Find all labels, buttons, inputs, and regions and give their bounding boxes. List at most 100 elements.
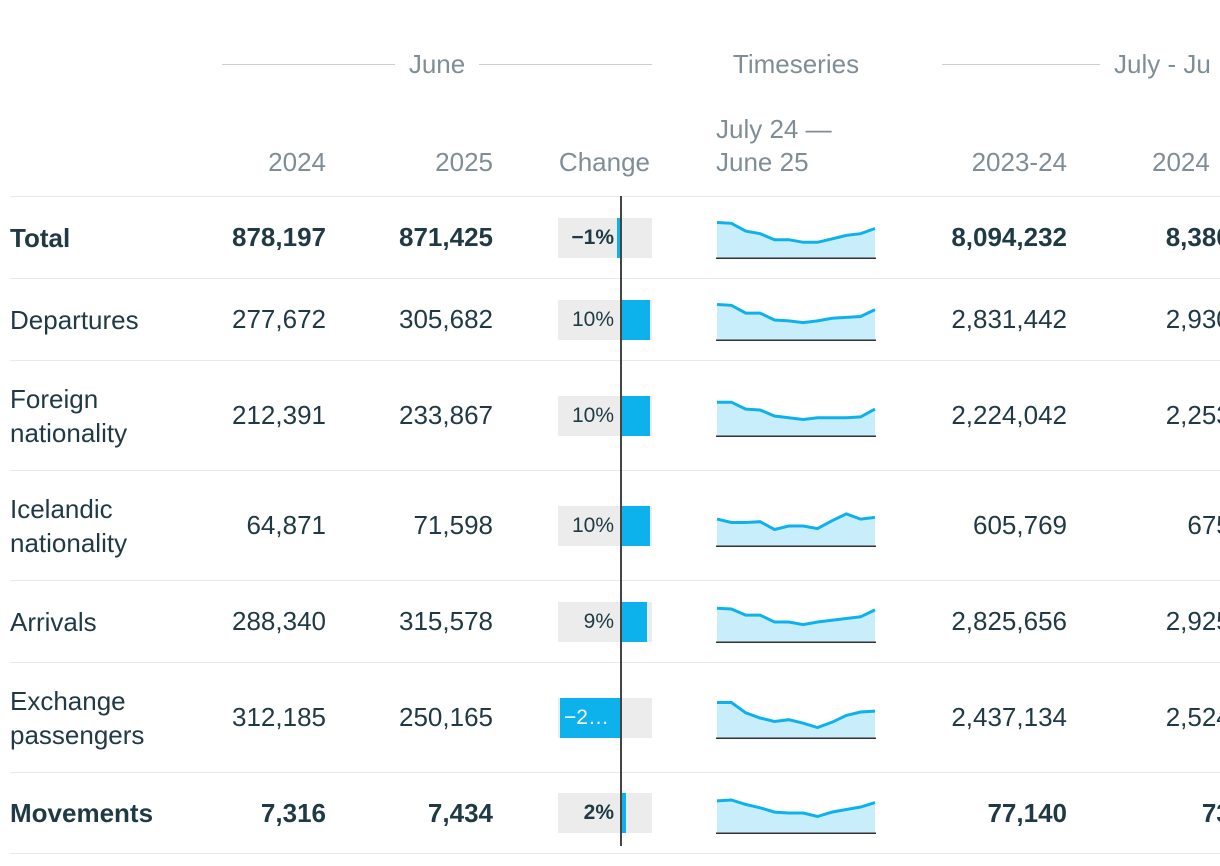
- row-label: Exchange passengers: [10, 685, 145, 750]
- column-header-2025[interactable]: 2025: [435, 147, 493, 177]
- change-bar: 10%: [558, 505, 652, 546]
- timeseries-sparkline: [716, 220, 876, 259]
- change-value: 9%: [583, 609, 614, 633]
- change-bar-fill: [620, 505, 650, 546]
- row-label: Arrivals: [10, 606, 97, 637]
- value-2023-24: 77,140: [987, 797, 1067, 828]
- table-row[interactable]: Movements 7,316 7,434 2% 77,140 73,: [10, 772, 1220, 854]
- table-row[interactable]: Icelandic nationality 64,871 71,598 10% 605,…: [10, 470, 1220, 580]
- timeseries-sparkline: [716, 798, 876, 834]
- column-header-2024[interactable]: 2024: [268, 147, 326, 177]
- timeseries-sparkline: [716, 606, 876, 643]
- group-line: [942, 63, 1100, 65]
- table-row[interactable]: Exchange passengers 312,185 250,165 −2… 2,43…: [10, 662, 1220, 772]
- sparkline-line: [717, 400, 876, 421]
- change-value: 10%: [571, 307, 614, 331]
- timeseries-header-line2: June 25: [716, 147, 809, 177]
- change-bar-fill: [620, 395, 650, 436]
- value-2023-24: 2,437,134: [951, 702, 1067, 732]
- column-header-2024-25[interactable]: 2024: [1152, 147, 1210, 177]
- value-2023-24: 8,094,232: [951, 222, 1067, 252]
- value-2024: 878,197: [232, 222, 326, 252]
- group-label-june: June: [408, 48, 466, 79]
- group-line: [479, 63, 653, 65]
- change-bar: −1%: [558, 217, 652, 258]
- value-2025: 305,682: [399, 304, 493, 334]
- value-2025: 71,598: [413, 510, 493, 540]
- group-line: [222, 63, 395, 65]
- value-2023-24: 2,224,042: [951, 400, 1067, 430]
- change-bar: −2…: [558, 697, 652, 738]
- value-2025: 250,165: [399, 702, 493, 732]
- sparkline-line: [716, 606, 876, 626]
- change-value: 2%: [583, 801, 614, 824]
- change-bar-fill: [560, 697, 620, 738]
- value-2024-25: 2,524,: [1165, 702, 1220, 732]
- timeseries-sparkline: [716, 302, 876, 341]
- value-2023-24: 2,831,442: [951, 304, 1067, 334]
- group-header-period: July - Ju: [942, 44, 1220, 84]
- sparkline-area: [717, 800, 875, 833]
- table-row[interactable]: Total 878,197 871,425 −1% 8,094,232 8,380,: [10, 196, 1220, 278]
- value-2025: 871,425: [399, 222, 493, 252]
- change-bar-fill: [620, 793, 626, 833]
- row-label: Movements: [10, 798, 154, 828]
- change-bar-fill: [620, 601, 647, 642]
- sparkline-line: [717, 700, 876, 729]
- value-2024-25: 675,: [1187, 510, 1220, 540]
- value-2024-25: 8,380,: [1165, 222, 1220, 252]
- change-bar: 10%: [558, 395, 652, 436]
- change-value: −2…: [564, 705, 609, 729]
- data-table: Total 878,197 871,425 −1% 8,094,232 8,380, Dep…: [10, 196, 1220, 854]
- change-bar: 9%: [558, 601, 652, 642]
- group-label-timeseries: Timeseries: [732, 48, 860, 79]
- table-row[interactable]: Arrivals 288,340 315,578 9% 2,825,656 2,925,: [10, 580, 1220, 662]
- value-2024-25: 73,: [1201, 797, 1220, 828]
- value-2024: 7,316: [260, 797, 326, 828]
- sparkline-line: [716, 511, 876, 531]
- value-2024: 212,391: [232, 400, 326, 430]
- sparkline-area: [717, 607, 875, 642]
- value-2023-24: 2,825,656: [951, 606, 1067, 636]
- timeseries-sparkline: [716, 700, 876, 739]
- table-row[interactable]: Departures 277,672 305,682 10% 2,831,442 2,93…: [10, 278, 1220, 360]
- value-2024: 288,340: [232, 606, 326, 636]
- value-2024: 64,871: [246, 510, 326, 540]
- column-header-timeseries: July 24 — June 25: [716, 113, 896, 179]
- row-label: Icelandic nationality: [10, 493, 128, 558]
- timeseries-header-line1: July 24 —: [716, 114, 832, 144]
- change-zero-axis: [620, 196, 622, 846]
- change-value: 10%: [571, 403, 614, 427]
- change-bar: 2%: [558, 793, 652, 833]
- change-bar-fill: [617, 217, 620, 258]
- group-header-timeseries: Timeseries: [716, 44, 876, 84]
- sparkline-line: [716, 302, 876, 324]
- value-2024-25: 2,930,: [1165, 304, 1220, 334]
- change-bar: 10%: [558, 299, 652, 340]
- value-2024: 312,185: [232, 702, 326, 732]
- sparkline-area: [717, 222, 875, 258]
- value-2024: 277,672: [232, 304, 326, 334]
- value-2025: 233,867: [399, 400, 493, 430]
- row-label: Foreign nationality: [10, 383, 128, 448]
- change-value: 10%: [571, 513, 614, 537]
- group-header-june: June: [222, 44, 653, 84]
- sparkline-area: [717, 702, 875, 738]
- value-2025: 7,434: [427, 797, 493, 828]
- timeseries-sparkline: [716, 400, 876, 437]
- table-row[interactable]: Foreign nationality 212,391 233,867 10% 2,22…: [10, 360, 1220, 470]
- sparkline-line: [716, 220, 876, 244]
- value-2025: 315,578: [399, 606, 493, 636]
- sparkline-line: [716, 798, 876, 819]
- column-header-2023-24[interactable]: 2023-24: [971, 147, 1067, 177]
- timeseries-sparkline: [716, 511, 876, 547]
- row-label: Total: [10, 222, 71, 253]
- change-value: −1%: [571, 225, 614, 249]
- row-label: Departures: [10, 304, 139, 335]
- value-2023-24: 605,769: [973, 510, 1067, 540]
- value-2024-25: 2,925,: [1165, 606, 1220, 636]
- value-2024-25: 2,253,: [1165, 400, 1220, 430]
- sparkline-area: [717, 513, 875, 546]
- group-label-period: July - Ju: [1114, 48, 1211, 79]
- column-header-change[interactable]: Change: [558, 147, 650, 177]
